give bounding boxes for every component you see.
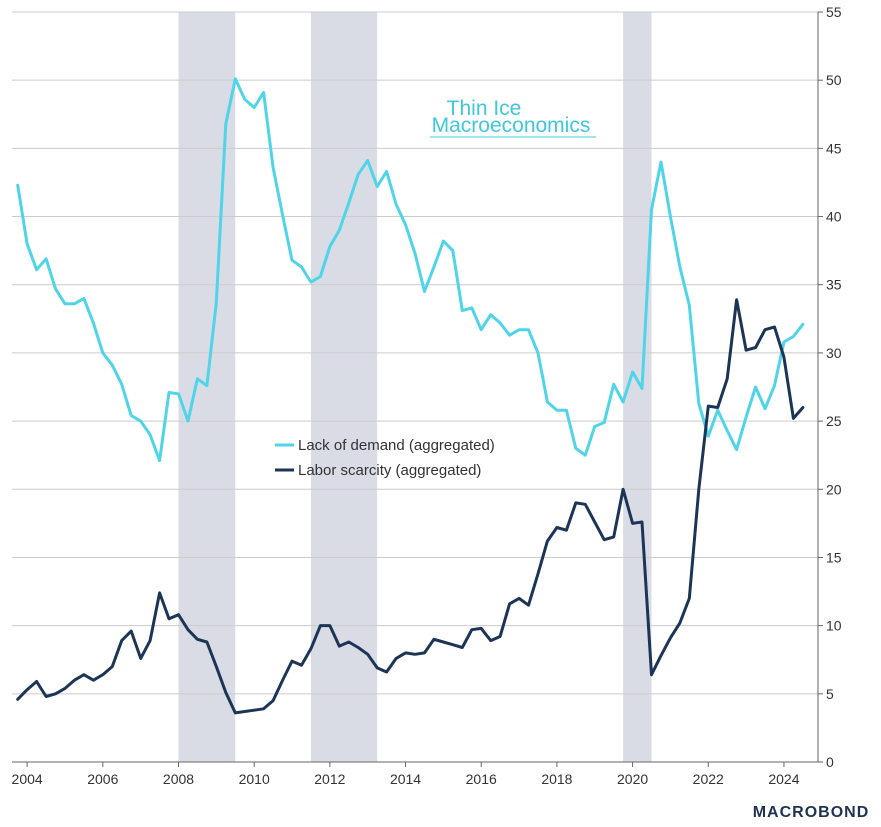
brand-line1: Thin Ice xyxy=(447,97,522,120)
x-tick-label-2022: 2022 xyxy=(693,771,724,787)
x-tick-label-2024: 2024 xyxy=(768,771,799,787)
brand-watermark: Thin Ice Macroeconomics xyxy=(430,97,596,138)
y-tick-label-5: 5 xyxy=(826,686,834,702)
brand-line2: Macroeconomics xyxy=(432,114,591,137)
y-tick-label-10: 10 xyxy=(826,618,842,634)
x-tick-label-2012: 2012 xyxy=(314,771,345,787)
series-line-labor-scarcity xyxy=(16,298,805,715)
y-tick-label-20: 20 xyxy=(826,481,842,497)
series-line-lack-of-demand xyxy=(16,77,805,463)
recession-band-2 xyxy=(310,12,378,762)
x-tick-label-2020: 2020 xyxy=(617,771,648,787)
y-tick-label-35: 35 xyxy=(826,277,842,293)
macrobond-logo-text: MACROBOND xyxy=(753,804,870,821)
x-tick-label-2004: 2004 xyxy=(12,771,43,787)
y-tick-label-55: 55 xyxy=(826,4,842,20)
legend: Lack of demand (aggregated) Labor scarci… xyxy=(275,437,495,479)
axes: 0 5 10 15 20 25 30 35 40 45 50 55 2004 2006 2008 2010 20… xyxy=(12,4,842,787)
x-tick-label-2008: 2008 xyxy=(163,771,194,787)
y-tick-label-40: 40 xyxy=(826,209,842,225)
y-tick-label-30: 30 xyxy=(826,345,842,361)
legend-item-lack-of-demand: Lack of demand (aggregated) xyxy=(275,437,495,454)
x-tick-label-2006: 2006 xyxy=(87,771,118,787)
legend-label-lack-of-demand: Lack of demand (aggregated) xyxy=(298,437,495,454)
series-lines xyxy=(16,77,805,715)
y-tick-label-15: 15 xyxy=(826,549,842,565)
legend-label-labor-scarcity: Labor scarcity (aggregated) xyxy=(298,462,481,479)
x-tick-label-2014: 2014 xyxy=(390,771,421,787)
x-tick-label-2018: 2018 xyxy=(541,771,572,787)
x-tick-label-2016: 2016 xyxy=(466,771,497,787)
y-tick-label-0: 0 xyxy=(826,754,834,770)
y-tick-label-25: 25 xyxy=(826,413,842,429)
legend-item-labor-scarcity: Labor scarcity (aggregated) xyxy=(275,462,481,479)
y-tick-label-45: 45 xyxy=(826,140,842,156)
y-tick-label-50: 50 xyxy=(826,72,842,88)
gridlines xyxy=(12,11,818,695)
x-tick-label-2010: 2010 xyxy=(239,771,270,787)
macrobond-logo: MACROBOND xyxy=(753,804,870,821)
